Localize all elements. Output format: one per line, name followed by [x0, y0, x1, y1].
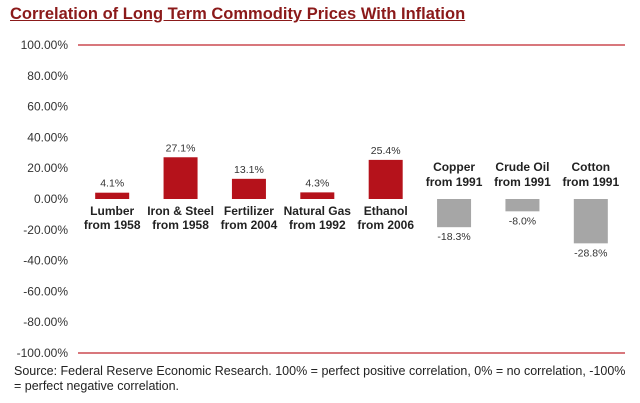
- y-tick-label: 100.00%: [21, 38, 69, 52]
- bar: [231, 178, 266, 199]
- data-label: 13.1%: [234, 164, 264, 176]
- y-tick-label: 60.00%: [27, 100, 68, 114]
- y-tick-label: 20.00%: [27, 161, 68, 175]
- data-label: 4.3%: [305, 177, 329, 189]
- category-label: Lumber: [90, 204, 134, 218]
- category-label: from 2004: [221, 218, 278, 232]
- category-label: from 1991: [494, 175, 551, 189]
- category-label: from 2006: [357, 218, 414, 232]
- category-label: Cotton: [571, 160, 610, 174]
- category-label: Ethanol: [364, 204, 408, 218]
- bar: [300, 192, 335, 199]
- category-label: Copper: [433, 160, 475, 174]
- bar: [437, 199, 472, 228]
- category-label: from 1991: [562, 175, 619, 189]
- bar: [95, 192, 130, 199]
- category-label: from 1991: [426, 175, 483, 189]
- category-label: Natural Gas: [284, 204, 352, 218]
- source-note: Source: Federal Reserve Economic Researc…: [14, 364, 626, 393]
- y-tick-label: -60.00%: [23, 284, 68, 298]
- y-tick-label: -40.00%: [23, 254, 68, 268]
- category-label: Fertilizer: [224, 204, 274, 218]
- category-label: Crude Oil: [495, 160, 549, 174]
- bar: [505, 199, 540, 212]
- y-tick-label: -100.00%: [17, 346, 69, 360]
- category-label: from 1992: [289, 218, 346, 232]
- bar: [573, 199, 608, 244]
- category-label: from 1958: [84, 218, 141, 232]
- y-tick-label: 0.00%: [34, 192, 68, 206]
- data-label: -18.3%: [437, 231, 470, 243]
- y-tick-label: -80.00%: [23, 315, 68, 329]
- data-label: -8.0%: [509, 215, 536, 227]
- chart-title: Correlation of Long Term Commodity Price…: [10, 5, 466, 23]
- category-label: from 1958: [152, 218, 209, 232]
- category-label: Iron & Steel: [147, 204, 214, 218]
- data-label: 4.1%: [100, 178, 124, 190]
- bar: [368, 159, 403, 199]
- y-tick-label: 40.00%: [27, 130, 68, 144]
- bar: [163, 157, 198, 199]
- data-label: 25.4%: [371, 145, 401, 157]
- data-label: -28.8%: [574, 247, 607, 259]
- data-label: 27.1%: [166, 142, 196, 154]
- y-tick-label: -20.00%: [23, 223, 68, 237]
- y-tick-label: 80.00%: [27, 69, 68, 83]
